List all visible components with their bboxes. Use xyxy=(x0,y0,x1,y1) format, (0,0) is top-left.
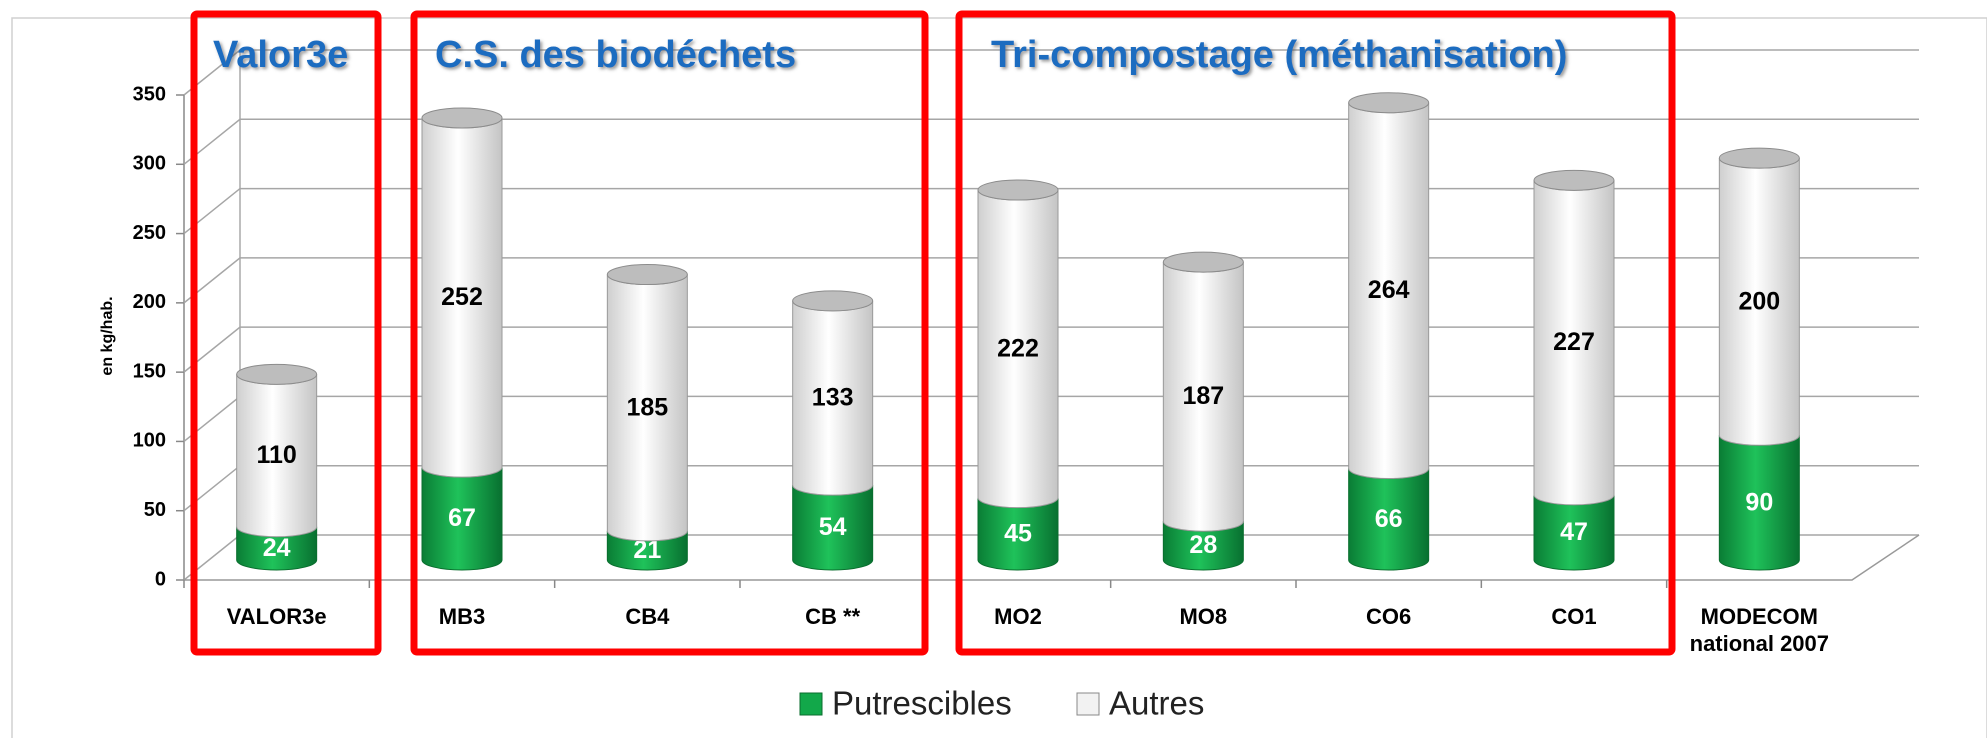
x-tick-label: VALOR3e xyxy=(226,604,327,629)
x-tick-label: MO8 xyxy=(1179,604,1228,629)
cylinder-top xyxy=(421,107,503,129)
x-tick-label: CB ** xyxy=(805,604,861,629)
legend-swatch xyxy=(1076,692,1100,716)
value-label: 133 xyxy=(812,384,854,412)
y-tick-label: 50 xyxy=(144,499,166,521)
frame xyxy=(11,17,1987,738)
group-title: C.S. des biodéchets xyxy=(435,34,796,76)
legend-swatch xyxy=(799,692,823,716)
y-tick-label: 0 xyxy=(155,568,166,590)
y-axis-label: en kg/hab. xyxy=(99,296,116,375)
value-label: 28 xyxy=(1189,531,1217,559)
y-tick-label: 350 xyxy=(133,83,166,105)
cylinder-top xyxy=(977,179,1059,201)
group-box xyxy=(955,10,1676,656)
value-label: 200 xyxy=(1738,287,1780,315)
group-box xyxy=(190,10,382,656)
value-label: 54 xyxy=(819,513,847,541)
value-label: 47 xyxy=(1560,518,1588,546)
x-tick-label: MB3 xyxy=(438,604,486,629)
cylinder-top xyxy=(1533,169,1615,191)
cylinder-top xyxy=(1348,92,1430,114)
group-box xyxy=(410,10,929,656)
value-label: 187 xyxy=(1182,382,1224,410)
value-label: 110 xyxy=(256,441,296,469)
value-label: 185 xyxy=(626,393,668,421)
legend-label: Putrescibles xyxy=(832,685,1012,722)
value-label: 264 xyxy=(1368,276,1410,304)
x-tick-label: CB4 xyxy=(625,604,670,629)
x-tick-label: CO1 xyxy=(1551,604,1597,629)
cylinder-top xyxy=(1718,147,1800,169)
group-title: Valor3e xyxy=(213,34,348,76)
value-label: 24 xyxy=(263,534,291,562)
grid-line xyxy=(183,49,1919,96)
value-label: 90 xyxy=(1745,488,1773,516)
y-tick-label: 100 xyxy=(133,430,166,452)
value-label: 227 xyxy=(1553,328,1595,356)
cylinder-top xyxy=(236,363,318,385)
y-tick-label: 200 xyxy=(133,291,166,313)
group-title: Tri-compostage (méthanisation) xyxy=(991,34,1567,76)
y-tick-label: 250 xyxy=(133,222,166,244)
x-tick-label: MO2 xyxy=(994,604,1042,629)
cylinder-top xyxy=(792,290,874,312)
value-label: 252 xyxy=(441,283,483,311)
value-label: 67 xyxy=(448,504,476,532)
value-label: 66 xyxy=(1375,505,1403,533)
y-tick-label: 150 xyxy=(133,360,166,382)
value-label: 222 xyxy=(997,334,1039,362)
x-tick-label: CO6 xyxy=(1366,604,1412,629)
value-label: 45 xyxy=(1004,519,1032,547)
x-tick-label: MODECOM national 2007 xyxy=(1689,604,1830,656)
y-tick-label: 300 xyxy=(133,153,166,175)
cylinder-top xyxy=(1162,251,1244,273)
legend-label: Autres xyxy=(1109,685,1204,722)
cylinder-top xyxy=(606,264,688,286)
